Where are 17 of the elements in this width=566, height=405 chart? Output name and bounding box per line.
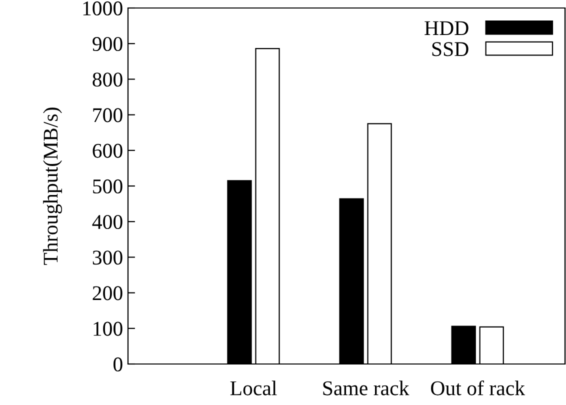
x-tick-label: Same rack [323, 380, 410, 396]
x-tick-label: Out of rack [431, 380, 526, 396]
y-tick-label: 0 [114, 357, 122, 372]
y-tick-label: 600 [92, 144, 122, 158]
x-tick-label: Local [230, 380, 277, 396]
legend-label: HDD [424, 21, 468, 35]
y-tick-label: 200 [92, 286, 122, 300]
y-axis-title: Throughput(MB/s) [43, 108, 62, 265]
y-tick-label: 900 [92, 36, 122, 52]
y-tick-label: 1000 [83, 1, 122, 16]
y-tick-label: 500 [93, 179, 122, 194]
y-tick-label: 700 [93, 108, 122, 122]
y-tick-label: 400 [92, 214, 122, 230]
y-tick-label: 300 [92, 250, 122, 265]
y-tick-label: 800 [92, 72, 122, 87]
y-tick-label: 100 [94, 322, 122, 336]
legend-label: SSD [432, 42, 468, 56]
